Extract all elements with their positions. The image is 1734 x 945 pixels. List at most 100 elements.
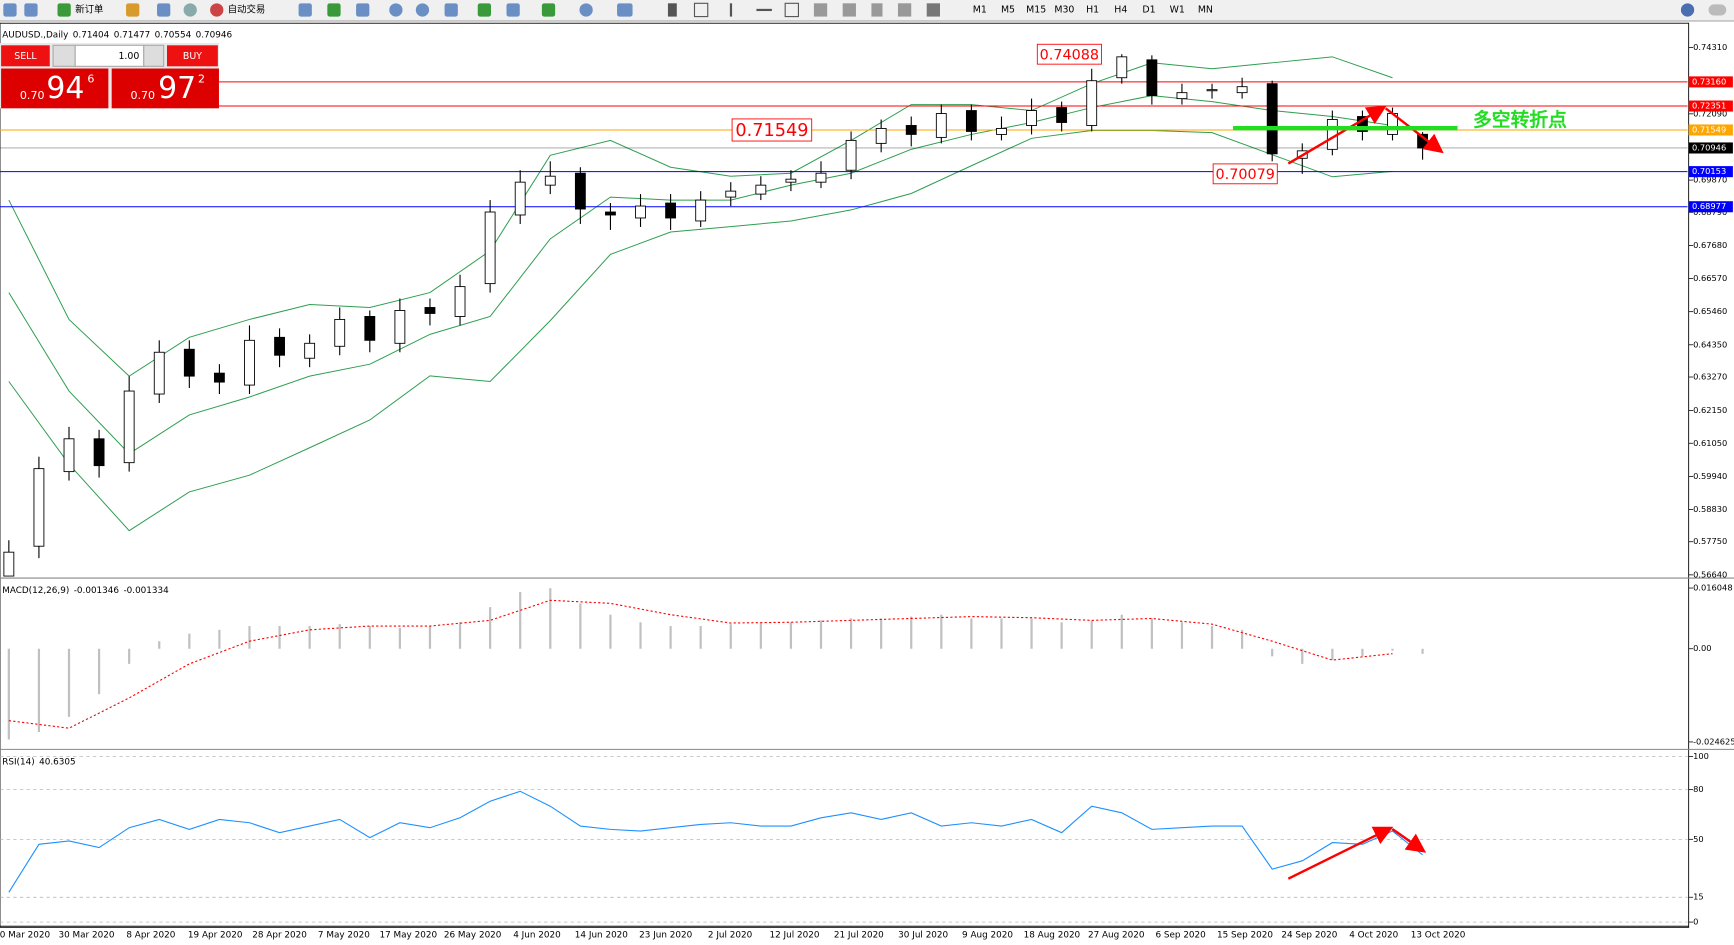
icon[interactable] [541, 3, 556, 17]
date-label: 4 Oct 2020 [1349, 931, 1398, 941]
date-label: 14 Jun 2020 [575, 931, 629, 941]
icon[interactable] [298, 3, 312, 17]
candle-body [93, 438, 105, 467]
price-label: 0.73160 [1692, 76, 1726, 86]
candle-body [574, 172, 586, 210]
y-tick-label: 0.56640 [1693, 569, 1727, 579]
candle-body [33, 468, 45, 547]
icon[interactable] [897, 3, 912, 17]
icon[interactable] [1680, 3, 1695, 17]
annotation: 0.70079 [1216, 167, 1275, 183]
icon[interactable] [24, 3, 38, 17]
date-label: 30 Jul 2020 [898, 931, 948, 941]
new-order[interactable]: 新订单 [75, 3, 103, 15]
icon[interactable] [842, 3, 856, 17]
candle-body [785, 178, 797, 183]
arrow [1287, 105, 1387, 165]
rsi-line [8, 790, 1423, 893]
candle-body [1056, 107, 1068, 123]
price-label-bg [1688, 100, 1733, 112]
candle-body [424, 307, 436, 314]
buy-price-prefix: 0.70 [130, 89, 155, 102]
y-tick-label: 15 [1693, 892, 1704, 902]
icon[interactable] [926, 3, 940, 17]
indicator-header: MACD(12,26,9) -0.001346 -0.001334 [2, 586, 169, 596]
icon[interactable] [389, 3, 403, 17]
toolbar [0, 0, 1734, 21]
timeframe[interactable]: M5 [1001, 4, 1015, 15]
candle-body [364, 316, 376, 341]
timeframe[interactable]: W1 [1170, 4, 1185, 15]
sell-label[interactable]: SELL [14, 51, 37, 62]
timeframe[interactable]: M30 [1054, 4, 1074, 15]
icon[interactable] [784, 2, 799, 18]
y-tick-label: 0.67680 [1693, 240, 1727, 250]
icon[interactable] [871, 3, 883, 17]
y-tick-label: 0.57750 [1693, 536, 1727, 546]
icon[interactable] [667, 3, 677, 17]
toolbar-icons [3, 2, 1727, 18]
timeframe[interactable]: M15 [1026, 4, 1046, 15]
icon[interactable] [506, 3, 520, 17]
icon[interactable] [756, 8, 772, 12]
candle-body [304, 342, 316, 359]
timeframe[interactable]: H4 [1114, 4, 1127, 15]
candle-body [1146, 59, 1158, 97]
auto-trade[interactable]: 自动交易 [228, 3, 266, 15]
icon[interactable] [1708, 4, 1727, 16]
icon[interactable] [693, 2, 709, 18]
icon[interactable] [729, 3, 733, 17]
y-tick-label: 0.59940 [1693, 471, 1727, 481]
header-value: 0.70554 [155, 30, 192, 40]
icon[interactable] [579, 3, 593, 17]
icon[interactable] [477, 3, 492, 17]
timeframe[interactable]: MN [1198, 4, 1213, 15]
icon[interactable] [415, 3, 430, 17]
lots-up[interactable] [143, 44, 165, 67]
buy-button[interactable] [166, 45, 218, 67]
candle-body [244, 339, 255, 386]
icon[interactable] [57, 3, 71, 17]
icon[interactable] [183, 3, 197, 17]
icon[interactable] [157, 3, 171, 17]
plot-area [0, 54, 1688, 923]
icon[interactable] [3, 3, 17, 17]
candle-body [1026, 110, 1037, 126]
date-label: 6 Sep 2020 [1155, 931, 1206, 941]
sell-button[interactable] [1, 45, 50, 67]
pivot-note: 多空转折点 [1473, 108, 1567, 131]
candle-body [514, 181, 526, 216]
icon[interactable] [210, 3, 224, 17]
annotation: 0.74088 [1040, 47, 1099, 63]
candle-body [153, 351, 165, 395]
candle-body [1266, 83, 1278, 155]
timeframe[interactable]: D1 [1142, 4, 1155, 15]
timeframe[interactable]: M1 [973, 4, 987, 15]
icon[interactable] [617, 3, 633, 17]
icon[interactable] [356, 3, 370, 17]
timeframe[interactable]: H1 [1086, 4, 1099, 15]
y-tick-label: 50 [1693, 834, 1704, 844]
y-tick-label: 0.74310 [1693, 42, 1727, 52]
sell-price-box[interactable] [1, 68, 109, 109]
value: -0.001334 [123, 586, 169, 596]
icon[interactable] [444, 3, 458, 17]
buy-price-box[interactable] [111, 68, 219, 109]
date-label: 21 Jul 2020 [834, 931, 884, 941]
icon[interactable] [327, 3, 341, 17]
icon[interactable] [813, 3, 828, 17]
candle-body [695, 199, 707, 222]
y-tick-label: 0.63270 [1693, 372, 1727, 382]
icon[interactable] [126, 3, 140, 17]
candle-body [665, 202, 677, 219]
header-title: RSI(14) [2, 757, 34, 767]
lots-value[interactable]: 1.00 [118, 51, 139, 62]
buy-label[interactable]: BUY [183, 51, 202, 62]
y-tick-label: 0.00 [1693, 643, 1711, 653]
date-label: 24 Sep 2020 [1281, 931, 1337, 941]
chart-frame [0, 22, 1690, 928]
lots-down[interactable] [52, 44, 76, 67]
date-label: 7 May 2020 [318, 931, 370, 941]
annotation-box [731, 118, 813, 142]
